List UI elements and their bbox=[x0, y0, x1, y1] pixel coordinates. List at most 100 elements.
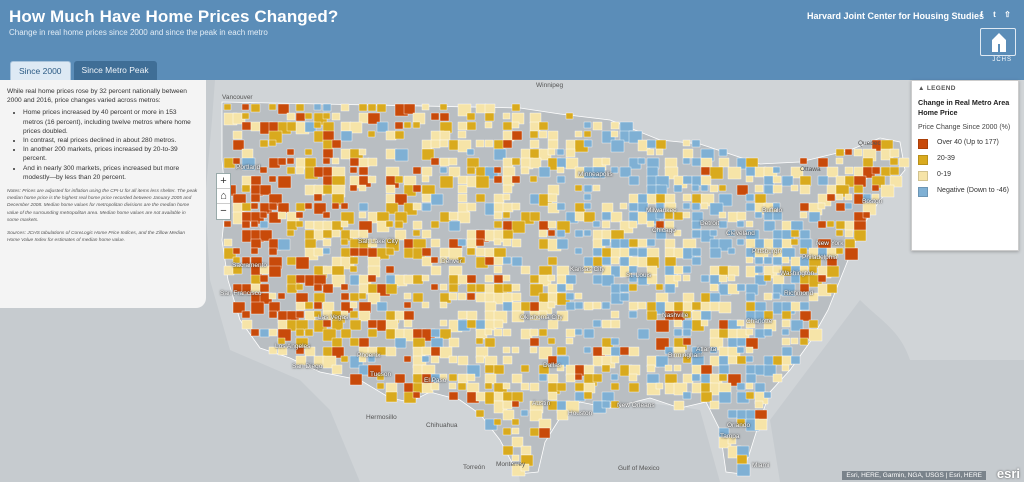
metro-area[interactable] bbox=[547, 337, 556, 345]
metro-area[interactable] bbox=[511, 391, 524, 403]
metro-area[interactable] bbox=[646, 148, 655, 156]
metro-area[interactable] bbox=[493, 139, 505, 150]
metro-area[interactable] bbox=[295, 301, 306, 311]
metro-area[interactable] bbox=[736, 463, 751, 477]
metro-area[interactable] bbox=[592, 274, 604, 285]
metro-area[interactable] bbox=[358, 184, 367, 192]
metro-area[interactable] bbox=[421, 193, 432, 203]
metro-area[interactable] bbox=[268, 265, 282, 278]
metro-area[interactable] bbox=[466, 202, 477, 212]
metro-area[interactable] bbox=[367, 292, 381, 305]
metro-area[interactable] bbox=[322, 247, 331, 255]
metro-area[interactable] bbox=[745, 364, 757, 375]
metro-area[interactable] bbox=[331, 337, 343, 348]
metro-area[interactable] bbox=[457, 121, 468, 131]
metro-area[interactable] bbox=[799, 184, 811, 195]
metro-area[interactable] bbox=[295, 310, 305, 319]
metro-area[interactable] bbox=[835, 148, 845, 157]
metro-area[interactable] bbox=[628, 310, 638, 319]
metro-area[interactable] bbox=[574, 328, 583, 336]
metro-area[interactable] bbox=[673, 319, 683, 328]
metro-area[interactable] bbox=[772, 202, 781, 210]
metro-area[interactable] bbox=[349, 265, 358, 273]
metro-area[interactable] bbox=[565, 400, 580, 414]
legend-header[interactable]: ▲ LEGEND bbox=[918, 85, 1012, 92]
metro-area[interactable] bbox=[709, 292, 721, 303]
metro-area[interactable] bbox=[484, 364, 495, 374]
metro-area[interactable] bbox=[601, 364, 611, 373]
metro-area[interactable] bbox=[502, 157, 514, 168]
metro-area[interactable] bbox=[232, 247, 241, 255]
metro-area[interactable] bbox=[367, 319, 378, 329]
metro-area[interactable] bbox=[529, 409, 543, 422]
metro-area[interactable] bbox=[439, 346, 453, 359]
metro-area[interactable] bbox=[673, 274, 682, 282]
metro-area[interactable] bbox=[457, 382, 467, 391]
metro-area[interactable] bbox=[484, 292, 496, 303]
metro-area[interactable] bbox=[484, 139, 494, 148]
metro-area[interactable] bbox=[736, 184, 749, 196]
metro-area[interactable] bbox=[682, 391, 692, 400]
metro-area[interactable] bbox=[511, 103, 521, 112]
metro-area[interactable] bbox=[421, 229, 432, 239]
metro-area[interactable] bbox=[574, 373, 583, 381]
metro-area[interactable] bbox=[511, 301, 523, 312]
metro-area[interactable] bbox=[718, 346, 730, 357]
metro-area[interactable] bbox=[547, 256, 558, 266]
metro-area[interactable] bbox=[655, 382, 664, 390]
metro-area[interactable] bbox=[439, 130, 451, 141]
metro-area[interactable] bbox=[250, 238, 262, 249]
metro-area[interactable] bbox=[835, 202, 846, 212]
metro-area[interactable] bbox=[250, 328, 260, 337]
metro-area[interactable] bbox=[304, 346, 316, 357]
metro-area[interactable] bbox=[727, 355, 738, 365]
metro-area[interactable] bbox=[844, 148, 853, 156]
metro-area[interactable] bbox=[727, 409, 738, 419]
metro-area[interactable] bbox=[295, 274, 306, 284]
metro-area[interactable] bbox=[232, 265, 243, 275]
metro-area[interactable] bbox=[421, 247, 432, 257]
metro-area[interactable] bbox=[484, 301, 497, 313]
metro-area[interactable] bbox=[241, 103, 250, 111]
metro-area[interactable] bbox=[799, 247, 808, 255]
metro-area[interactable] bbox=[259, 328, 270, 338]
metro-area[interactable] bbox=[511, 454, 520, 462]
metro-area[interactable] bbox=[340, 292, 350, 301]
metro-area[interactable] bbox=[475, 238, 485, 247]
metro-area[interactable] bbox=[511, 400, 520, 408]
metro-area[interactable] bbox=[340, 121, 352, 132]
metro-area[interactable] bbox=[412, 391, 421, 399]
metro-area[interactable] bbox=[808, 265, 818, 274]
metro-area[interactable] bbox=[754, 256, 764, 265]
metro-area[interactable] bbox=[466, 238, 478, 249]
metro-area[interactable] bbox=[601, 346, 612, 356]
metro-area[interactable] bbox=[790, 229, 800, 238]
metro-area[interactable] bbox=[736, 355, 747, 365]
metro-area[interactable] bbox=[367, 157, 378, 167]
metro-area[interactable] bbox=[538, 328, 548, 337]
metro-area[interactable] bbox=[727, 247, 736, 255]
metro-area[interactable] bbox=[745, 238, 757, 249]
metro-area[interactable] bbox=[655, 193, 667, 204]
metro-area[interactable] bbox=[232, 157, 241, 165]
metro-area[interactable] bbox=[421, 166, 433, 177]
metro-area[interactable] bbox=[673, 265, 684, 275]
metro-area[interactable] bbox=[250, 103, 261, 113]
metro-area[interactable] bbox=[439, 319, 448, 327]
metro-area[interactable] bbox=[754, 328, 766, 339]
metro-area[interactable] bbox=[250, 193, 261, 203]
metro-area[interactable] bbox=[655, 148, 664, 156]
metro-area[interactable] bbox=[790, 355, 801, 365]
metro-area[interactable] bbox=[547, 229, 556, 237]
metro-area[interactable] bbox=[628, 265, 638, 274]
metro-area[interactable] bbox=[412, 292, 424, 303]
metro-area[interactable] bbox=[574, 229, 584, 238]
metro-area[interactable] bbox=[322, 112, 331, 120]
metro-area[interactable] bbox=[583, 346, 592, 354]
metro-area[interactable] bbox=[259, 166, 268, 174]
metro-area[interactable] bbox=[394, 229, 407, 241]
metro-area[interactable] bbox=[448, 391, 459, 401]
metro-area[interactable] bbox=[367, 112, 381, 125]
metro-area[interactable] bbox=[817, 220, 827, 229]
metro-area[interactable] bbox=[340, 103, 350, 112]
